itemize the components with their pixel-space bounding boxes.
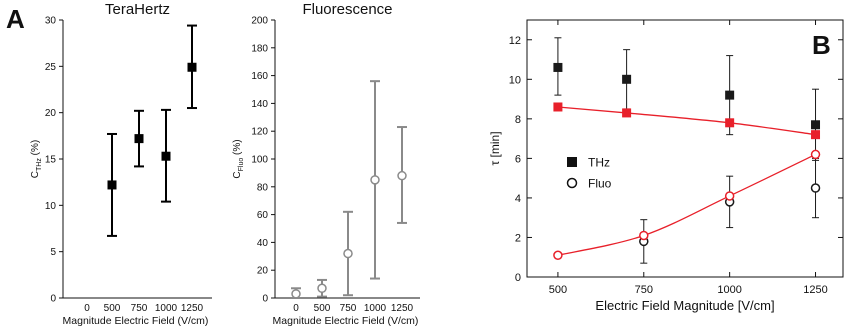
y-tick-label: 20 <box>257 266 269 277</box>
y-axis-label-main: C <box>232 171 243 178</box>
fit-point <box>553 250 563 261</box>
y-axis-label-sub: THz <box>36 158 43 171</box>
x-axis-label: Magnitude Electric Field (V/cm) <box>63 315 209 327</box>
fit-point <box>639 230 649 241</box>
fit-point <box>622 108 632 118</box>
data-point <box>317 283 327 294</box>
x-tick-label: 1250 <box>803 284 827 296</box>
fit-line <box>557 106 816 136</box>
y-tick-label: 30 <box>45 16 57 27</box>
y-axis-label: τ [min] <box>488 131 502 165</box>
fluorescence-plot: Fluorescence 0 20 40 60 80 100 120 140 160 180 200 0… <box>232 1 420 327</box>
plot-frame <box>526 19 844 278</box>
data-point <box>107 180 117 190</box>
x-tick-label: 0 <box>84 303 90 314</box>
y-tick-label: 140 <box>251 99 268 110</box>
legend-marker <box>567 157 577 167</box>
x-tick-label: 1000 <box>155 303 178 314</box>
fit-point <box>725 118 735 128</box>
data-point <box>810 183 821 193</box>
y-axis-label-sub: Fluo <box>238 158 245 172</box>
x-tick-label: 1000 <box>717 284 741 296</box>
y-tick-label: 4 <box>515 193 521 205</box>
y-axis-label: CFluo (%) <box>232 139 245 178</box>
data-point <box>622 74 632 84</box>
legend-label: Fluo <box>588 177 612 191</box>
y-tick-label: 10 <box>45 201 57 212</box>
legend-label: THz <box>588 156 610 170</box>
y-tick-label: 6 <box>515 153 521 165</box>
y-tick-label: 0 <box>50 294 56 305</box>
data-point <box>370 175 380 185</box>
x-tick-label: 750 <box>635 284 653 296</box>
x-tick-label: 1000 <box>364 303 387 314</box>
plot-title: TeraHertz <box>105 1 170 18</box>
x-tick-label: 1250 <box>181 303 204 314</box>
x-tick-label: 1250 <box>391 303 414 314</box>
y-tick-label: 2 <box>515 232 521 244</box>
y-tick-label: 60 <box>257 210 269 221</box>
y-tick-label: 160 <box>251 71 268 82</box>
fit-point <box>811 130 821 140</box>
terahertz-plot: TeraHertz 0 5 10 15 20 25 30 0 500 750 1000 1250Magn… <box>30 1 212 327</box>
data-point <box>161 151 171 161</box>
x-axis-label: Magnitude Electric Field (V/cm) <box>273 315 419 327</box>
y-tick-label: 12 <box>509 35 521 47</box>
legend: THz Fluo <box>566 156 612 191</box>
y-tick-label: 80 <box>257 182 269 193</box>
x-tick-label: 750 <box>340 303 357 314</box>
y-tick-label: 25 <box>45 62 57 73</box>
y-tick-label: 0 <box>515 272 521 284</box>
tau-plot: 0 2 4 6 8 10 12 500 750 1000 1250 Electric Field Ma… <box>488 19 844 313</box>
y-axis-label: CTHz (%) <box>30 140 43 178</box>
data-point <box>397 170 407 181</box>
y-axis-label-main: C <box>30 171 41 178</box>
fit-point <box>724 191 735 201</box>
panel-label-b: B <box>812 30 831 60</box>
y-tick-label: 180 <box>251 43 268 54</box>
y-tick-label: 0 <box>262 294 268 305</box>
y-tick-label: 100 <box>251 155 268 166</box>
y-tick-label: 5 <box>50 247 56 258</box>
y-tick-label: 8 <box>515 114 521 126</box>
y-tick-label: 40 <box>257 238 269 249</box>
data-point <box>134 134 144 144</box>
data-point <box>291 289 301 299</box>
x-tick-label: 500 <box>549 284 567 296</box>
fit-line <box>557 153 816 256</box>
data-point <box>553 62 563 72</box>
y-tick-label: 10 <box>509 74 521 86</box>
y-tick-label: 200 <box>251 16 268 27</box>
y-axis-label-unit: (%) <box>232 139 243 157</box>
data-point <box>187 62 197 72</box>
panel-label-a: A <box>6 4 25 34</box>
fit-point <box>810 149 821 160</box>
legend-marker <box>566 177 578 189</box>
y-tick-label: 20 <box>45 108 57 119</box>
data-point <box>811 120 821 130</box>
fit-point <box>553 102 563 112</box>
y-tick-label: 120 <box>251 127 268 138</box>
x-tick-label: 500 <box>104 303 121 314</box>
data-point <box>725 90 735 100</box>
x-tick-label: 750 <box>131 303 148 314</box>
x-axis-label: Electric Field Magnitude [V/cm] <box>595 298 774 313</box>
data-point <box>343 248 353 259</box>
x-tick-label: 500 <box>314 303 331 314</box>
plot-title: Fluorescence <box>302 1 392 18</box>
y-tick-label: 15 <box>45 155 57 166</box>
x-tick-label: 0 <box>293 303 299 314</box>
y-axis-label-unit: (%) <box>30 140 41 158</box>
